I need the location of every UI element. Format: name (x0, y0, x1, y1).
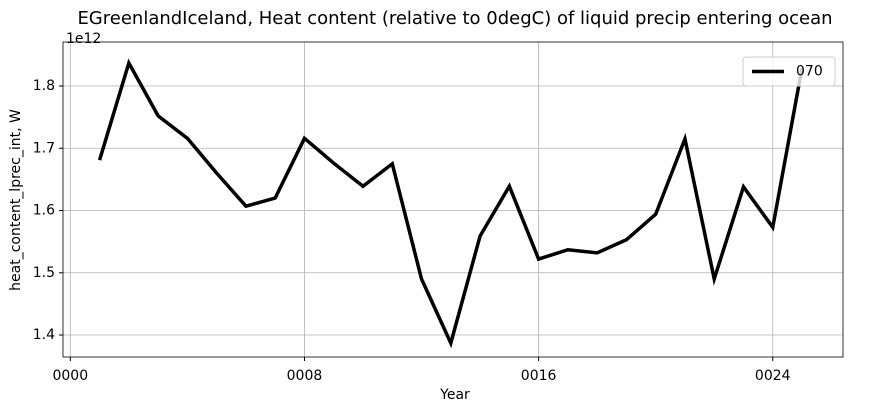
legend-label: 070 (796, 64, 823, 80)
y-offset-label: 1e12 (66, 31, 101, 47)
chart-title: EGreenlandIceland, Heat content (relativ… (77, 8, 832, 29)
data-line (97, 58, 804, 349)
y-tick-label: 1.4 (33, 327, 55, 343)
y-tick-label: 1.7 (33, 140, 55, 156)
x-tick-label: 0000 (52, 368, 88, 384)
y-tick-label: 1.8 (33, 78, 55, 94)
legend-box (742, 56, 836, 87)
y-axis-label: heat_content_lprec_int, W (8, 109, 24, 291)
plot-frame (62, 41, 844, 358)
x-tick-label: 0016 (521, 368, 557, 384)
x-tick-label: 0024 (755, 368, 791, 384)
y-tick-label: 1.6 (33, 203, 55, 219)
x-axis-label: Year (439, 387, 470, 403)
y-tick-label: 1.5 (33, 265, 55, 281)
x-tick-label: 0008 (287, 368, 323, 384)
